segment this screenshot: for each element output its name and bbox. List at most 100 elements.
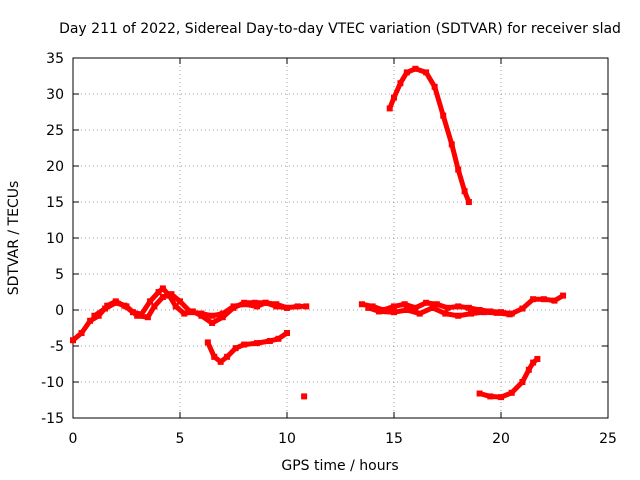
series-arc-6 [365, 304, 513, 319]
y-axis-label: SDTVAR / TECUs [6, 181, 22, 296]
data-point [403, 307, 410, 313]
data-point [423, 69, 430, 76]
data-point [123, 303, 130, 310]
data-point [144, 314, 151, 321]
data-point [461, 188, 468, 195]
data-point [303, 303, 310, 310]
data-point [284, 304, 290, 311]
data-point [230, 303, 237, 310]
data-point [91, 312, 98, 319]
data-point [376, 308, 383, 315]
data-point [70, 337, 76, 344]
series-point [301, 393, 308, 400]
data-point [391, 303, 397, 310]
y-tick-label: 20 [46, 159, 64, 175]
data-point [440, 112, 447, 119]
data-point [397, 80, 404, 87]
data-point [465, 304, 472, 311]
data-point [506, 311, 513, 318]
y-tick-label: 30 [46, 87, 64, 103]
data-point [540, 296, 547, 303]
data-point [444, 304, 451, 311]
data-point [187, 309, 194, 316]
data-point [102, 305, 109, 312]
data-point [365, 304, 372, 311]
y-tick-label: -5 [50, 339, 64, 355]
data-point [487, 393, 494, 400]
data-point [241, 301, 248, 308]
data-point [508, 389, 515, 396]
data-point [301, 393, 308, 400]
data-point [519, 379, 526, 385]
x-tick-label: 0 [69, 431, 78, 447]
series-line [477, 356, 540, 400]
data-point [147, 298, 154, 305]
x-tick-label: 20 [492, 431, 510, 447]
y-tick-label: 35 [46, 51, 64, 67]
data-point [262, 299, 269, 306]
y-tick-label: 15 [46, 195, 64, 211]
data-point [172, 303, 179, 310]
data-point [530, 296, 537, 303]
data-point [217, 358, 224, 365]
data-point [241, 341, 248, 348]
y-tick-label: 25 [46, 123, 64, 139]
data-point [87, 317, 94, 324]
data-point [254, 340, 261, 347]
series-line [387, 66, 472, 205]
x-tick-label: 10 [278, 431, 296, 447]
data-point [534, 355, 541, 362]
data-point [412, 304, 419, 311]
data-point [476, 390, 483, 397]
data-point [519, 305, 526, 312]
data-point [211, 353, 218, 360]
data-point [465, 199, 472, 205]
data-point [403, 69, 410, 76]
data-point [498, 394, 504, 401]
data-point [455, 303, 462, 310]
data-point [476, 307, 483, 313]
y-tick-label: -10 [41, 375, 64, 391]
data-point [284, 330, 290, 337]
x-tick-label: 15 [385, 431, 403, 447]
x-axis-label: GPS time / hours [281, 458, 398, 474]
series-arc-4 [386, 65, 472, 205]
data-point [525, 366, 532, 373]
data-point [219, 310, 226, 317]
data-point [493, 309, 500, 316]
x-tick-label: 5 [176, 431, 185, 447]
data-point [78, 330, 85, 337]
data-series [70, 65, 567, 401]
data-point [448, 141, 455, 148]
data-point [204, 339, 211, 346]
data-point [134, 312, 141, 319]
y-tick-label: -15 [41, 411, 64, 427]
data-point [254, 303, 261, 310]
data-point [177, 298, 183, 305]
x-tick-label: 25 [599, 431, 617, 447]
data-point [391, 94, 397, 101]
series-arc-7 [476, 355, 541, 401]
data-point [455, 312, 462, 319]
data-point [266, 337, 273, 344]
data-point [151, 303, 158, 310]
series-arc-2 [91, 291, 290, 321]
data-point [294, 303, 301, 310]
data-point [159, 294, 166, 301]
data-point [369, 303, 376, 310]
data-point [423, 299, 430, 306]
data-point [551, 297, 558, 304]
data-point [530, 359, 537, 366]
data-point [251, 299, 258, 306]
data-point [112, 299, 119, 306]
data-point [168, 291, 175, 298]
data-point [232, 345, 239, 352]
data-point [429, 304, 436, 311]
data-point [386, 105, 393, 112]
series-arc-3 [204, 330, 290, 365]
data-point [224, 353, 231, 360]
data-point [155, 289, 162, 295]
data-point [273, 301, 280, 308]
data-point [480, 309, 487, 316]
data-point [401, 301, 408, 308]
